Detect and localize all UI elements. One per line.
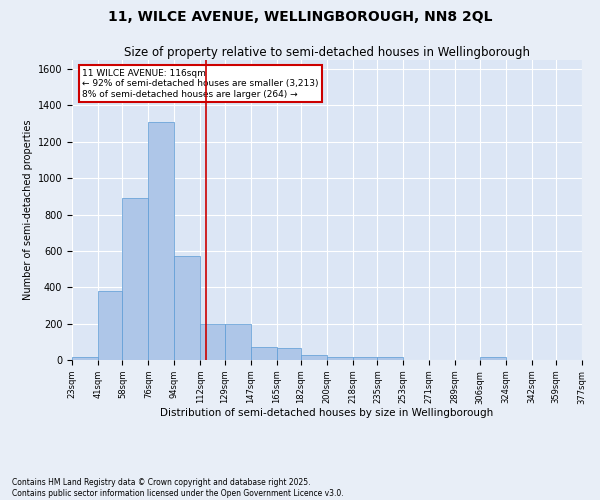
Bar <box>98 291 122 360</box>
X-axis label: Distribution of semi-detached houses by size in Wellingborough: Distribution of semi-detached houses by … <box>160 408 494 418</box>
Bar <box>480 358 506 360</box>
Bar <box>122 198 148 360</box>
Bar <box>353 358 377 360</box>
Bar <box>277 348 301 360</box>
Y-axis label: Number of semi-detached properties: Number of semi-detached properties <box>23 120 34 300</box>
Text: 11 WILCE AVENUE: 116sqm
← 92% of semi-detached houses are smaller (3,213)
8% of : 11 WILCE AVENUE: 116sqm ← 92% of semi-de… <box>82 69 319 99</box>
Bar <box>200 324 225 360</box>
Bar <box>251 348 277 360</box>
Text: 11, WILCE AVENUE, WELLINGBOROUGH, NN8 2QL: 11, WILCE AVENUE, WELLINGBOROUGH, NN8 2Q… <box>108 10 492 24</box>
Text: Contains HM Land Registry data © Crown copyright and database right 2025.
Contai: Contains HM Land Registry data © Crown c… <box>12 478 344 498</box>
Title: Size of property relative to semi-detached houses in Wellingborough: Size of property relative to semi-detach… <box>124 46 530 59</box>
Bar <box>225 324 251 360</box>
Bar <box>72 356 98 360</box>
Bar <box>301 356 327 360</box>
Bar <box>174 256 200 360</box>
Bar <box>327 358 353 360</box>
Bar <box>148 122 174 360</box>
Bar <box>377 358 403 360</box>
